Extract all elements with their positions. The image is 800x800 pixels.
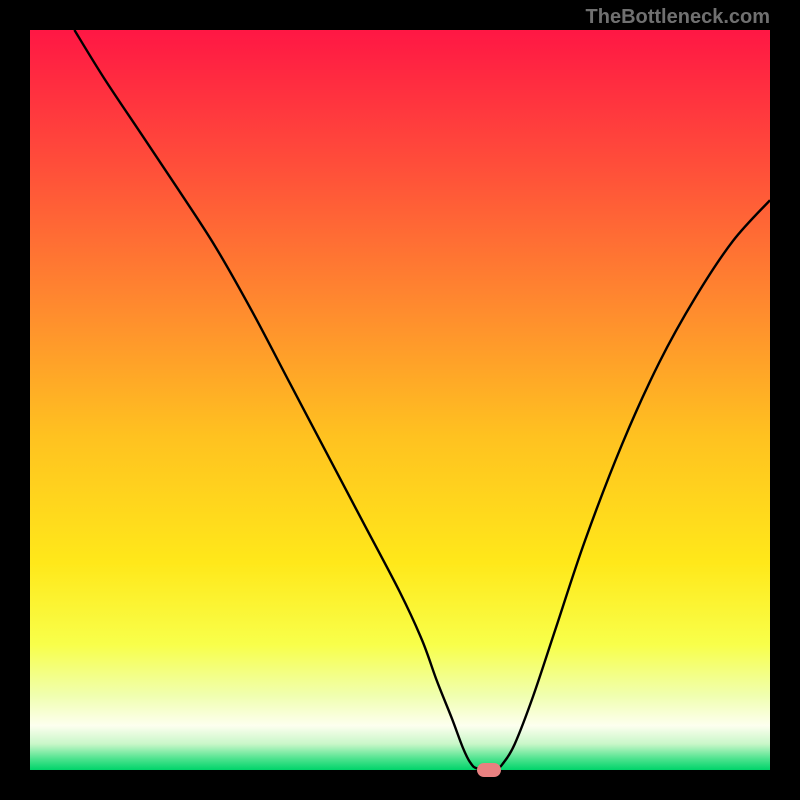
watermark-text: TheBottleneck.com [586, 6, 770, 29]
gradient-background [30, 30, 770, 770]
plot-area [30, 30, 770, 770]
minimum-marker [477, 763, 501, 777]
chart-container: TheBottleneck.com [0, 0, 800, 800]
